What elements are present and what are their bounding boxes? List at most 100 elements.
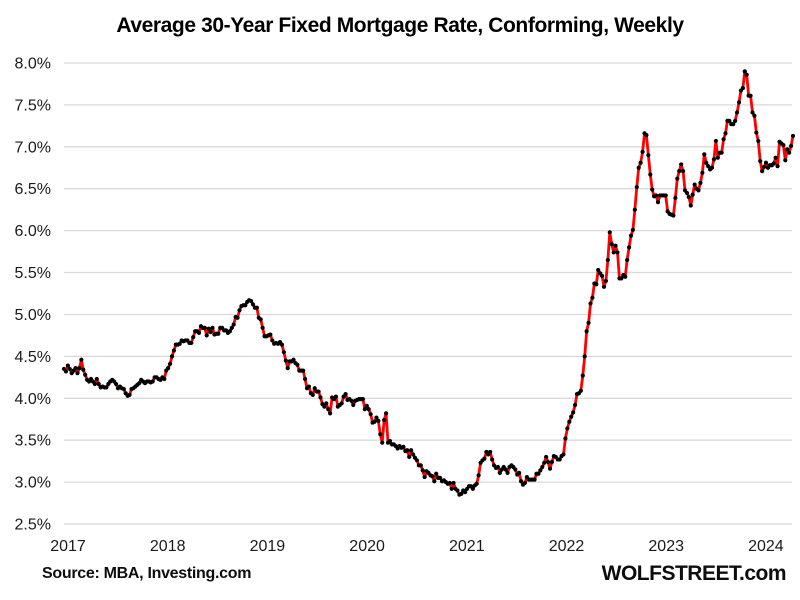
rate-point	[752, 113, 757, 118]
rate-point	[582, 354, 587, 359]
rate-point	[675, 176, 680, 181]
rate-point	[312, 386, 317, 391]
rate-point	[671, 213, 676, 218]
rate-point	[326, 407, 331, 412]
rate-point	[744, 72, 749, 77]
rate-point	[557, 457, 562, 462]
rate-point	[688, 203, 693, 208]
rate-point	[306, 384, 312, 389]
rate-point	[690, 192, 695, 197]
rate-point	[544, 454, 549, 460]
rate-point	[482, 456, 487, 461]
rate-point	[318, 395, 323, 400]
rate-point	[83, 372, 88, 377]
rate-point	[210, 325, 215, 330]
rate-point	[449, 486, 454, 491]
rate-point	[316, 389, 321, 394]
rate-point	[92, 381, 97, 387]
rate-point	[167, 361, 173, 367]
x-tick-label: 2021	[449, 538, 485, 555]
rate-point	[77, 366, 82, 371]
y-tick-label: 8.0%	[15, 56, 51, 73]
rate-point	[366, 407, 371, 412]
rate-point	[339, 401, 344, 406]
rate-point	[599, 273, 605, 278]
x-tick-label: 2024	[748, 538, 784, 555]
rate-point	[430, 474, 435, 479]
rate-point	[171, 348, 177, 353]
rate-point	[351, 402, 356, 408]
rate-point	[177, 341, 182, 346]
rate-point	[310, 392, 315, 398]
x-tick-label: 2023	[648, 538, 684, 555]
rate-point	[248, 298, 254, 304]
rate-point	[79, 357, 84, 362]
rate-point	[295, 362, 300, 367]
rate-point	[653, 193, 659, 198]
rate-point	[721, 137, 726, 142]
rate-point	[270, 338, 275, 343]
rate-point	[422, 474, 427, 480]
rate-point	[401, 444, 406, 449]
y-tick-label: 6.0%	[15, 223, 51, 240]
brand-logo: WOLFSTREET.com	[601, 562, 787, 585]
rate-point	[283, 358, 288, 363]
rate-point	[586, 320, 591, 325]
rate-point	[636, 165, 641, 170]
rate-point	[754, 130, 759, 135]
rate-point	[655, 200, 661, 205]
rate-point	[75, 371, 80, 376]
rate-point	[563, 436, 568, 441]
rate-point	[628, 233, 634, 238]
rate-point	[706, 164, 711, 169]
rate-point	[702, 152, 707, 157]
rate-point	[740, 86, 745, 91]
rate-point	[437, 475, 443, 480]
rate-point	[727, 118, 732, 123]
rate-point	[615, 250, 620, 255]
rate-point	[517, 470, 522, 475]
rate-point	[505, 470, 510, 475]
rate-point	[196, 330, 202, 335]
rate-point	[713, 138, 718, 144]
rate-point	[476, 473, 481, 478]
rate-point	[648, 172, 653, 177]
rate-point	[580, 373, 585, 378]
rate-point	[686, 195, 691, 200]
rate-point	[333, 394, 339, 399]
rate-point	[538, 468, 543, 473]
rate-point	[169, 354, 175, 359]
rate-point	[518, 479, 524, 484]
rate-point	[302, 376, 308, 382]
rate-point	[522, 480, 528, 486]
rate-point	[490, 457, 495, 462]
rate-point	[382, 417, 387, 423]
rate-point	[736, 100, 742, 105]
rate-point	[673, 195, 678, 201]
rate-point	[734, 110, 740, 115]
y-tick-label: 5.0%	[15, 307, 51, 324]
rate-point	[775, 164, 780, 169]
rate-point	[121, 386, 126, 392]
rate-point	[231, 322, 236, 327]
rate-point	[374, 415, 379, 420]
rate-point	[451, 480, 456, 486]
chart-title: Average 30-Year Fixed Mortgage Rate, Con…	[116, 14, 684, 37]
rate-point	[625, 257, 630, 263]
x-tick-label: 2018	[150, 538, 186, 555]
rate-point	[709, 165, 715, 170]
x-tick-label: 2017	[50, 538, 86, 555]
rate-point	[750, 110, 755, 115]
rate-point	[773, 155, 778, 160]
rate-point	[291, 357, 296, 362]
rate-point	[613, 243, 618, 248]
rate-point	[700, 170, 705, 175]
rate-point	[640, 149, 645, 154]
rate-point	[206, 326, 211, 331]
rate-point	[742, 69, 747, 74]
rate-point	[488, 449, 493, 455]
rate-point	[258, 317, 263, 322]
rate-point	[763, 160, 769, 165]
